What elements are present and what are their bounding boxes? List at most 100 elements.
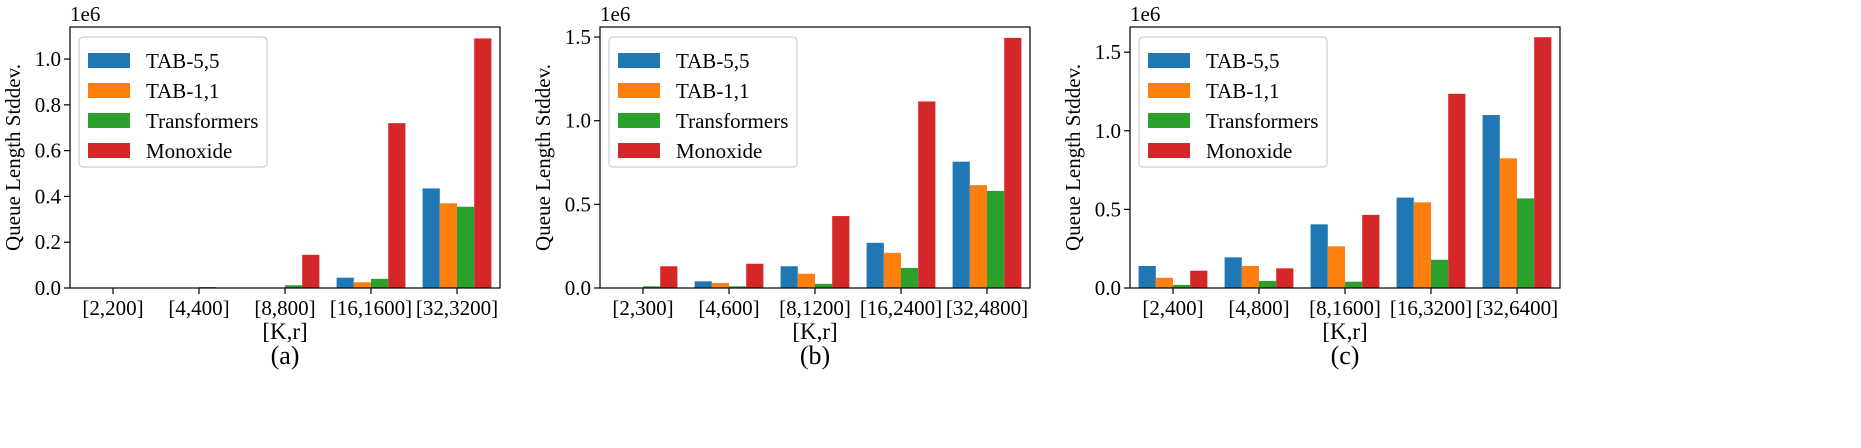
legend-swatch (1148, 83, 1190, 98)
bar-monoxide-1 (1190, 271, 1207, 288)
legend-entry-label: Transformers (146, 109, 258, 133)
bar-transformers-5 (987, 191, 1004, 288)
bar-tab-5-5-3 (1311, 224, 1328, 288)
y-tick-label: 0.0 (565, 276, 591, 300)
panel-label: (b) (800, 341, 830, 370)
legend-swatch (88, 143, 130, 158)
y-tick-label: 0.8 (35, 93, 61, 117)
chart-panel-3: 0.0 0.5 1.0 1.5 [2,400] [4,800] [8,1600] [16,32… (1061, 2, 1560, 370)
bar-transformers-5 (1517, 198, 1534, 288)
bar-monoxide-5 (474, 38, 491, 288)
scale-multiplier: 1e6 (1130, 2, 1160, 26)
y-tick-label: 1.5 (1095, 40, 1121, 64)
y-tick-label: 0.4 (35, 184, 62, 208)
x-tick-label: [32,6400] (1476, 296, 1558, 320)
y-tick-label: 0.0 (35, 276, 61, 300)
x-tick-label: [16,2400] (860, 296, 942, 320)
x-tick-label: [2,200] (82, 296, 143, 320)
bar-tab-1-1-4 (354, 282, 371, 288)
y-tick-label: 1.0 (1095, 119, 1121, 143)
legend-swatch (88, 83, 130, 98)
x-tick-label: [2,300] (612, 296, 673, 320)
x-tick-label: [8,1200] (779, 296, 851, 320)
bar-transformers-2 (1259, 281, 1276, 288)
x-tick-label: [4,800] (1228, 296, 1289, 320)
bar-tab-5-5-5 (423, 188, 440, 288)
legend-entry-label: Monoxide (1206, 139, 1292, 163)
legend-entry-label: TAB-1,1 (676, 79, 750, 103)
y-tick-label: 0.5 (565, 192, 591, 216)
legend-entry-label: TAB-5,5 (1206, 49, 1280, 73)
bar-transformers-5 (457, 207, 474, 288)
y-tick-label: 0.5 (1095, 197, 1121, 221)
bar-tab-1-1-5 (440, 203, 457, 288)
legend-entry-label: TAB-5,5 (676, 49, 750, 73)
bar-transformers-4 (901, 268, 918, 288)
bar-tab-1-1-2 (712, 283, 729, 288)
legend: TAB-5,5 TAB-1,1 Transformers Monoxide (79, 37, 267, 167)
bar-tab-5-5-4 (867, 243, 884, 288)
y-tick-label: 0.0 (1095, 276, 1121, 300)
y-tick-label: 1.5 (565, 25, 591, 49)
legend-swatch (1148, 113, 1190, 128)
legend-entry-label: TAB-1,1 (146, 79, 220, 103)
x-tick-label: [8,800] (254, 296, 315, 320)
bar-tab-1-1-1 (1156, 278, 1173, 288)
bar-tab-1-1-5 (1500, 158, 1517, 288)
x-tick-label: [4,600] (698, 296, 759, 320)
chart-panel-1: 0.00.20.40.60.81.0[2,200][4,400][8,800][… (1, 2, 500, 370)
bar-transformers-3 (1345, 282, 1362, 288)
chart-panel-2: 0.00.51.01.5[2,300][4,600][8,1200][16,24… (531, 2, 1030, 370)
bar-tab-5-5-1 (1139, 266, 1156, 288)
bar-monoxide-1 (660, 266, 677, 288)
bar-transformers-4 (1431, 260, 1448, 288)
x-tick-label: [16,1600] (330, 296, 412, 320)
bar-tab-1-1-5 (970, 185, 987, 288)
legend-swatch (618, 53, 660, 68)
bar-monoxide-4 (1448, 94, 1465, 288)
bar-tab-1-1-2 (1242, 266, 1259, 288)
legend-swatch (88, 53, 130, 68)
y-tick-label: 1.0 (35, 47, 61, 71)
bar-tab-5-5-2 (695, 281, 712, 288)
scale-multiplier: 1e6 (70, 2, 100, 26)
legend-entry-label: Monoxide (676, 139, 762, 163)
legend-swatch (618, 113, 660, 128)
bar-tab-5-5-5 (1483, 115, 1500, 288)
bar-monoxide-5 (1534, 37, 1551, 288)
x-tick-label: [2,400] (1142, 296, 1203, 320)
bar-transformers-4 (371, 279, 388, 288)
scale-multiplier: 1e6 (600, 2, 630, 26)
legend-entry-label: TAB-5,5 (146, 49, 220, 73)
y-tick-label: 0.2 (35, 230, 61, 254)
bar-tab-1-1-4 (1414, 202, 1431, 288)
bar-monoxide-3 (832, 216, 849, 288)
x-tick-label: [16,3200] (1390, 296, 1472, 320)
panel-label: (c) (1331, 341, 1360, 370)
legend-swatch (1148, 143, 1190, 158)
bar-monoxide-5 (1004, 38, 1021, 288)
bar-tab-1-1-3 (1328, 246, 1345, 288)
legend-swatch (618, 83, 660, 98)
bar-tab-5-5-5 (953, 162, 970, 288)
bar-monoxide-2 (746, 264, 763, 288)
x-tick-label: [32,4800] (946, 296, 1028, 320)
bar-tab-5-5-3 (781, 266, 798, 288)
bar-tab-1-1-4 (884, 253, 901, 288)
bar-tab-5-5-4 (337, 278, 354, 288)
bar-monoxide-3 (1362, 215, 1379, 288)
bar-tab-1-1-3 (798, 274, 815, 288)
y-axis-label: Queue Length Stddev. (1, 64, 25, 251)
bar-monoxide-3 (302, 255, 319, 288)
legend-entry-label: Monoxide (146, 139, 232, 163)
bar-tab-5-5-2 (1225, 257, 1242, 288)
bar-monoxide-4 (388, 123, 405, 288)
x-tick-label: [8,1600] (1309, 296, 1381, 320)
x-tick-label: [4,400] (168, 296, 229, 320)
legend-swatch (88, 113, 130, 128)
bar-monoxide-4 (918, 101, 935, 288)
legend-entry-label: TAB-1,1 (1206, 79, 1280, 103)
